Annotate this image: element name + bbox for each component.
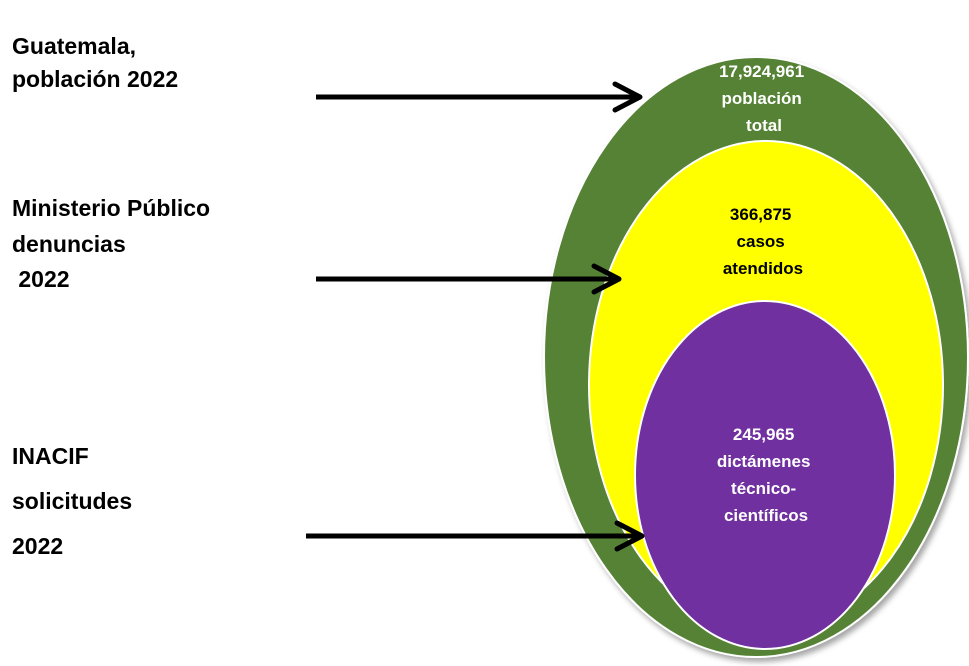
arrow-poblacion <box>316 81 643 113</box>
middle-ellipse-line: casos <box>737 232 785 251</box>
outer-ellipse-line: 17,924,961 <box>719 62 804 81</box>
outer-ellipse-text: 17,924,961 población total <box>719 62 809 135</box>
inner-ellipse-text: 245,965 dictámenes técnico- científicos <box>717 425 815 525</box>
inner-ellipse-dictamenes <box>634 300 896 650</box>
label-line: Ministerio Público <box>12 195 211 221</box>
label-line: 2022 <box>12 266 70 293</box>
label-ministerio-publico: Ministerio Público denuncias 2022 <box>12 191 210 298</box>
label-guatemala-poblacion: Guatemala, población 2022 <box>12 30 178 97</box>
inner-ellipse-line: técnico- <box>731 479 796 498</box>
outer-ellipse-line: población <box>721 89 801 108</box>
label-line: INACIF <box>12 443 89 469</box>
arrow-ministerio <box>316 263 622 295</box>
label-inacif: INACIF solicitudes 2022 <box>12 434 132 569</box>
outer-ellipse-line: total <box>746 116 782 135</box>
label-line: población 2022 <box>12 66 179 93</box>
label-line: denuncias <box>12 230 126 257</box>
label-line: solicitudes <box>12 487 133 514</box>
inner-ellipse-line: dictámenes <box>717 452 811 471</box>
middle-ellipse-line: atendidos <box>723 259 803 278</box>
inner-ellipse-line: 245,965 <box>733 425 794 444</box>
inner-ellipse-line: científicos <box>724 506 808 525</box>
label-line: 2022 <box>12 532 64 559</box>
arrow-inacif <box>306 520 645 552</box>
label-line: Guatemala, <box>12 33 136 59</box>
middle-ellipse-text: 366,875 casos atendidos <box>723 205 803 278</box>
middle-ellipse-line: 366,875 <box>730 205 791 224</box>
